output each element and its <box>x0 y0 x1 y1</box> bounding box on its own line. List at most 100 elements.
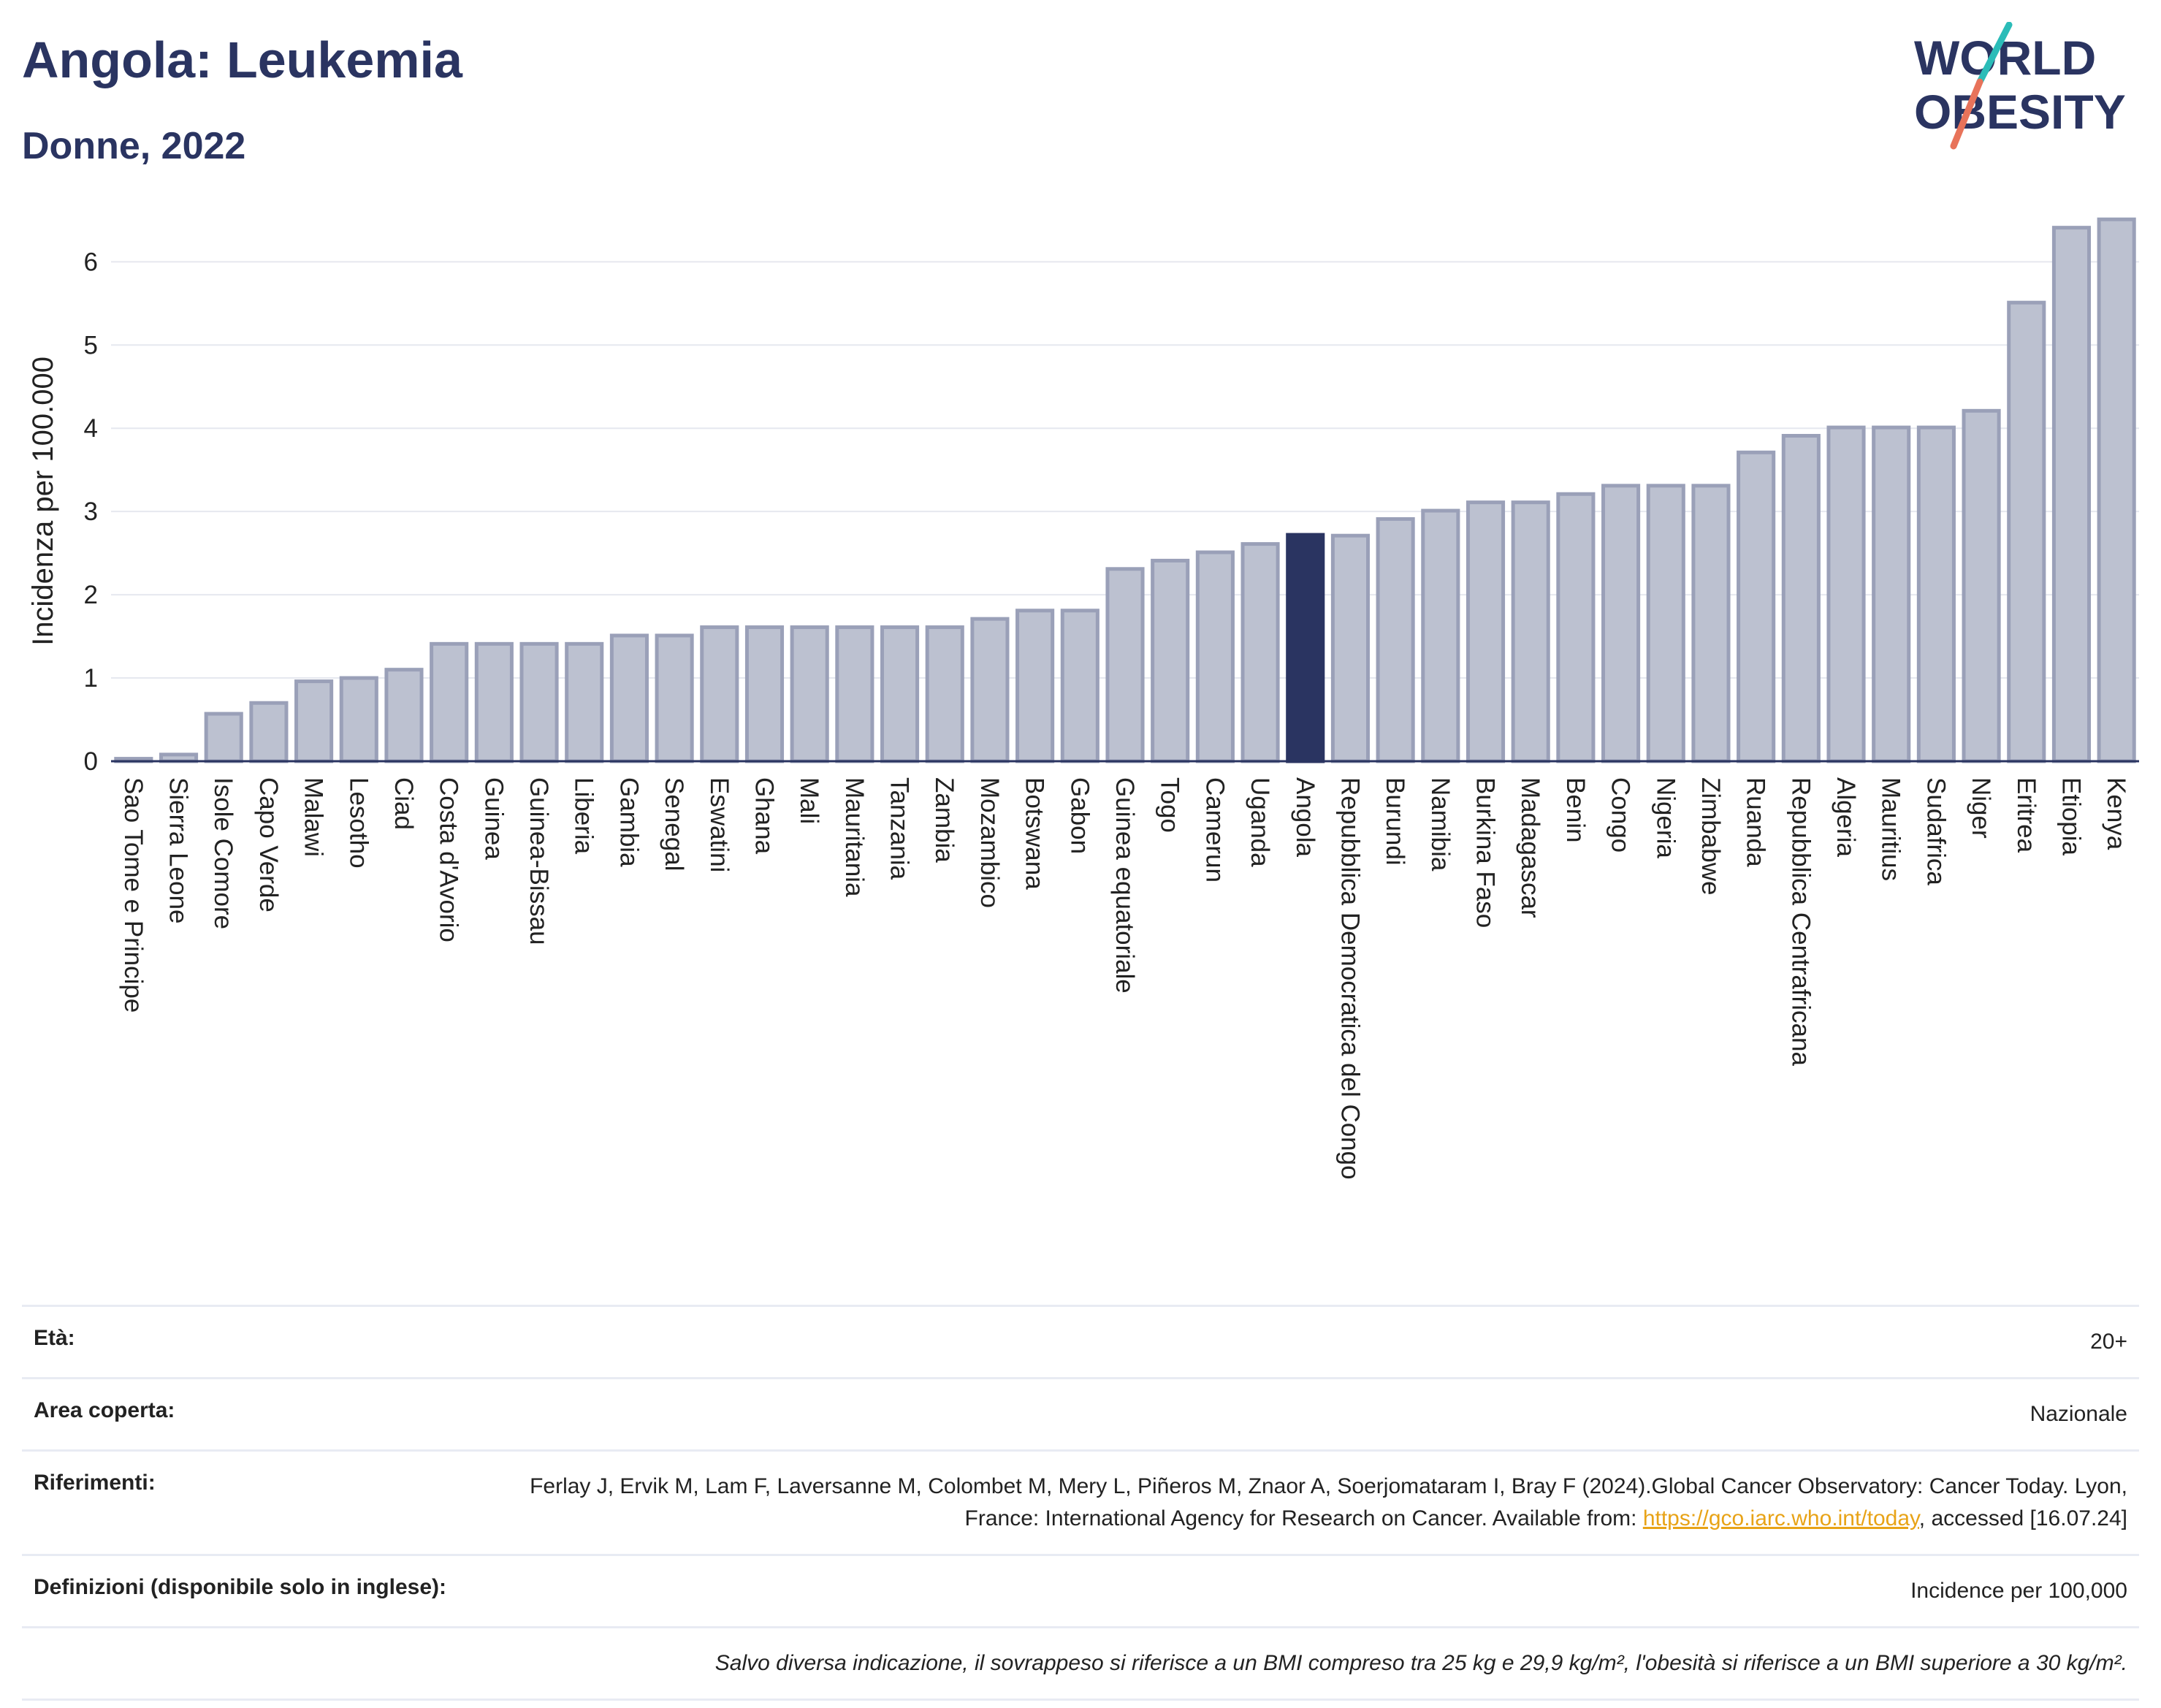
definitions-label: Definizioni (disponibile solo in inglese… <box>34 1575 447 1599</box>
bar <box>1556 492 1596 763</box>
chart-title: Angola: Leukemia <box>22 31 462 88</box>
area-value: Nazionale <box>2029 1402 2127 1426</box>
bar <box>1646 484 1685 763</box>
world-obesity-logo: WORLD OBESITY <box>1914 22 2126 150</box>
info-row-area: Area coperta: Nazionale <box>22 1377 2139 1449</box>
x-tick-label: Madagascar <box>1516 777 1544 918</box>
x-tick-label: Kenya <box>2102 777 2130 850</box>
x-tick-label: Sao Tome e Principe <box>119 777 148 1013</box>
bar <box>970 617 1010 763</box>
x-tick-label: Mauritania <box>840 777 869 897</box>
age-value: 20+ <box>2090 1330 2127 1354</box>
bar <box>790 625 829 763</box>
bar <box>835 625 874 763</box>
bar <box>474 641 514 763</box>
bar <box>384 668 424 763</box>
x-tick-label: Repubblica Democratica del Congo <box>1335 777 1364 1180</box>
bar <box>1105 567 1145 763</box>
bar <box>1781 433 1821 763</box>
y-tick-label: 0 <box>84 747 98 776</box>
definitions-value: Incidence per 100,000 <box>1910 1579 2127 1603</box>
x-tick-label: Sudafrica <box>1921 777 1950 885</box>
x-tick-label: Zambia <box>930 777 958 863</box>
bar-highlighted <box>1286 533 1325 763</box>
x-tick-label: Burundi <box>1381 777 1409 866</box>
x-tick-label: Guinea-Bissau <box>525 777 553 945</box>
bmi-note: Salvo diversa indicazione, il sovrappeso… <box>714 1651 2127 1675</box>
x-tick-label: Burkina Faso <box>1471 777 1500 928</box>
x-tick-label: Gambia <box>614 777 643 867</box>
age-label: Età: <box>34 1326 75 1350</box>
x-tick-label: Isole Comore <box>209 777 237 929</box>
info-row-definitions: Definizioni (disponibile solo in inglese… <box>22 1554 2139 1626</box>
x-tick-label: Mozambico <box>975 777 1004 908</box>
x-tick-label: Mali <box>795 777 823 824</box>
bar <box>700 625 739 763</box>
x-tick-label: Angola <box>1291 777 1319 858</box>
x-tick-label: Gabon <box>1065 777 1094 854</box>
bar <box>655 633 694 763</box>
y-tick-label: 4 <box>84 414 98 443</box>
bar <box>204 712 243 763</box>
x-tick-label: Namibia <box>1426 777 1455 872</box>
x-tick-label: Nigeria <box>1651 777 1680 858</box>
x-tick-label: Zimbabwe <box>1696 777 1725 895</box>
bar <box>2097 217 2136 763</box>
y-axis-title: Incidenza per 100.000 <box>27 357 59 646</box>
bar <box>880 625 920 763</box>
references-text: Ferlay J, Ervik M, Lam F, Laversanne M, … <box>530 1474 2127 1530</box>
bar <box>925 625 964 763</box>
bar <box>430 641 469 763</box>
x-axis-labels: Sao Tome e Principe Sierra Leone Isole Com… <box>119 777 2130 1180</box>
bar <box>294 679 334 763</box>
x-tick-label: Algeria <box>1832 777 1860 857</box>
x-tick-label: Tanzania <box>885 777 914 880</box>
bar <box>1872 425 1911 763</box>
y-tick-label: 6 <box>84 248 98 276</box>
x-tick-label: Benin <box>1561 777 1590 843</box>
x-tick-label: Niger <box>1967 777 1995 839</box>
bar <box>339 676 378 763</box>
x-tick-label: Lesotho <box>344 777 373 869</box>
x-tick-label: Uganda <box>1246 777 1274 867</box>
bar <box>2051 226 2092 763</box>
bar-chart: 0 1 2 3 4 5 6 Sao Tome e Principe Sierra Leone I… <box>27 217 2139 1180</box>
x-tick-label: Camerun <box>1200 777 1229 882</box>
info-row-references: Riferimenti: Ferlay J, Ervik M, Lam F, L… <box>22 1449 2139 1554</box>
x-tick-label: Costa d'Avorio <box>435 777 463 942</box>
y-tick-label: 3 <box>84 497 98 526</box>
x-tick-label: Congo <box>1607 777 1635 853</box>
bar <box>1240 542 1280 763</box>
info-row-note: Salvo diversa indicazione, il sovrappeso… <box>22 1626 2139 1701</box>
bar <box>609 633 649 763</box>
y-tick-label: 1 <box>84 664 98 693</box>
x-tick-label: Botswana <box>1021 777 1049 890</box>
bar <box>1466 500 1506 763</box>
y-axis-ticks: 0 1 2 3 4 5 6 <box>84 248 98 776</box>
x-tick-label: Guinea <box>479 777 508 860</box>
info-table: Età: 20+ Area coperta: Nazionale Riferim… <box>22 1305 2139 1701</box>
references-label: Riferimenti: <box>34 1471 156 1495</box>
x-tick-label: Repubblica Centrafricana <box>1786 777 1815 1066</box>
references-link[interactable]: https://gco.iarc.who.int/today <box>1642 1506 1919 1530</box>
bar <box>1195 550 1235 763</box>
bars <box>114 217 2136 763</box>
x-tick-label: Togo <box>1156 777 1184 833</box>
bar <box>744 625 785 763</box>
bar <box>1151 558 1190 763</box>
info-row-age: Età: 20+ <box>22 1305 2139 1377</box>
x-tick-label: Ghana <box>750 777 778 855</box>
logo-slash-top <box>1976 22 2013 85</box>
bar <box>1826 425 1866 763</box>
area-label: Area coperta: <box>34 1398 175 1422</box>
x-tick-label: Ciad <box>389 777 418 830</box>
x-tick-label: Mauritius <box>1877 777 1905 881</box>
logo-slash-bottom <box>1950 78 1983 150</box>
bar <box>1916 425 1956 763</box>
x-tick-label: Sierra Leone <box>164 777 193 923</box>
bar <box>1737 450 1776 763</box>
bar <box>2007 300 2046 763</box>
references-value: Ferlay J, Ervik M, Lam F, Laversanne M, … <box>520 1471 2127 1535</box>
bar <box>1511 500 1550 763</box>
bar <box>249 701 289 763</box>
